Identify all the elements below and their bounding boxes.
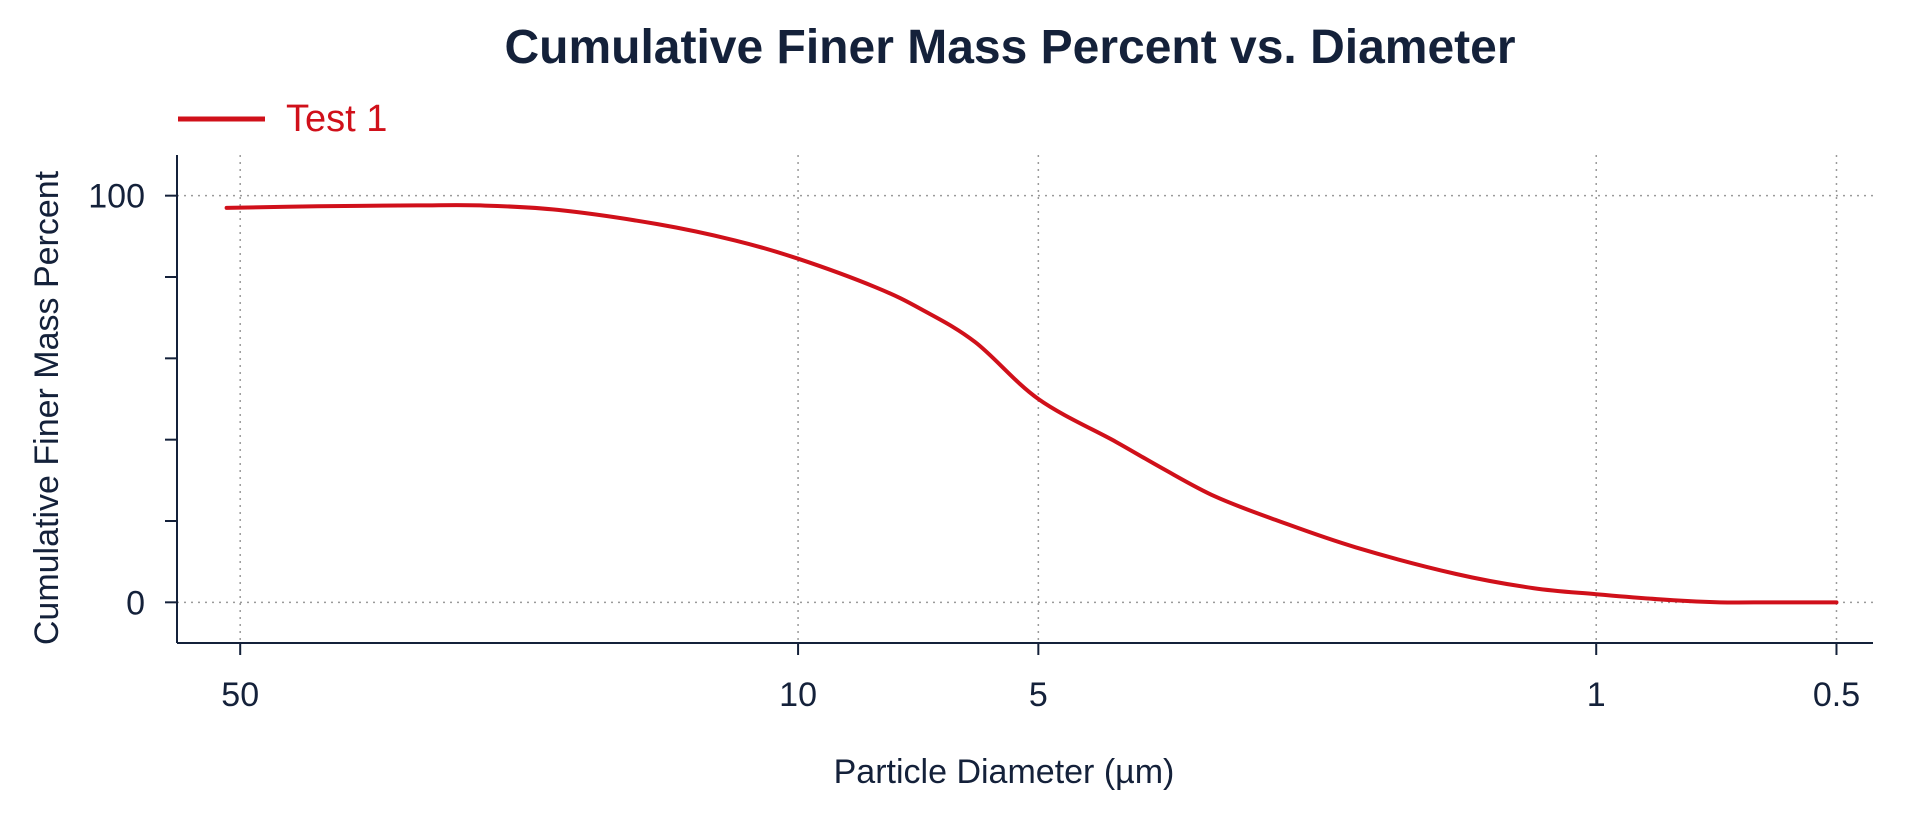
x-tick-label: 50 <box>221 676 259 714</box>
grid-lines <box>177 155 1873 643</box>
legend: Test 1 <box>178 98 387 140</box>
tick-labels: 50 10 5 1 0.5 0 100 <box>88 178 1860 714</box>
tick-marks <box>165 194 1838 655</box>
x-tick-label: 5 <box>1029 676 1048 714</box>
legend-label-test-1: Test 1 <box>286 98 387 140</box>
series-line-test-1 <box>224 203 1839 605</box>
x-tick-label: 0.5 <box>1813 676 1860 714</box>
x-tick-label: 1 <box>1587 676 1606 714</box>
x-axis-label: Particle Diameter (µm) <box>834 753 1175 791</box>
y-tick-label: 0 <box>126 584 145 622</box>
x-tick-label: 10 <box>779 676 817 714</box>
series-layer <box>224 203 1839 605</box>
y-tick-label: 100 <box>88 178 145 216</box>
chart-title: Cumulative Finer Mass Percent vs. Diamet… <box>504 21 1515 74</box>
axes <box>176 155 1873 644</box>
y-axis-label: Cumulative Finer Mass Percent <box>28 170 66 645</box>
